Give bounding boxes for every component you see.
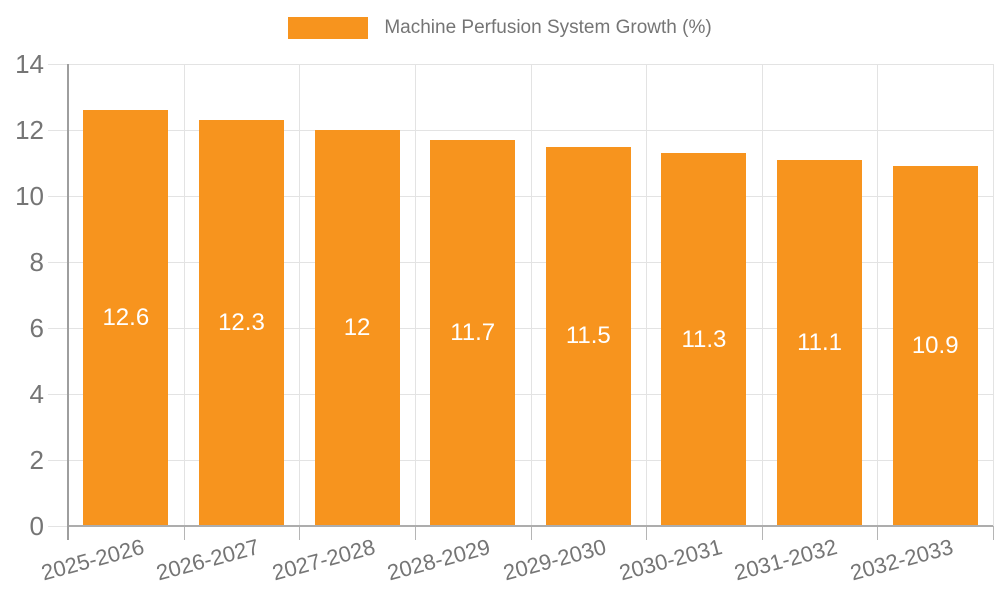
- gridline-horizontal: [48, 63, 993, 65]
- bar-value-label: 11.3: [681, 325, 727, 353]
- bar[interactable]: [314, 130, 400, 526]
- y-axis-tick-label: 2: [29, 445, 44, 475]
- gridline-horizontal: [48, 261, 993, 263]
- bar-value-label: 12: [343, 314, 371, 341]
- gridline-vertical: [761, 64, 763, 526]
- bar[interactable]: [430, 139, 516, 526]
- bar[interactable]: [777, 159, 863, 526]
- bar-value-label: 11.1: [797, 328, 843, 356]
- gridline-vertical: [299, 64, 301, 526]
- x-axis-baseline: [68, 525, 993, 527]
- x-axis-tick-mark: [646, 526, 648, 540]
- x-axis-tick-mark: [299, 526, 301, 540]
- gridline-vertical: [530, 64, 532, 526]
- gridline-horizontal: [48, 393, 993, 395]
- bar-value-label: 11.5: [565, 322, 611, 350]
- legend-swatch: [288, 17, 369, 39]
- y-axis-tick-label: 10: [15, 181, 44, 211]
- gridline-vertical: [183, 64, 185, 526]
- gridline-horizontal: [48, 327, 993, 329]
- x-axis-tick-mark: [761, 526, 763, 540]
- x-axis-tick-label: 2025-2026: [38, 534, 147, 586]
- gridline-vertical: [414, 64, 416, 526]
- bar[interactable]: [83, 110, 169, 526]
- x-axis-tick-label: 2026-2027: [153, 534, 262, 586]
- gridline-vertical: [646, 64, 648, 526]
- x-axis-tick-label: 2028-2029: [385, 534, 494, 586]
- y-axis-tick-label: 4: [29, 379, 44, 409]
- x-axis-tick-mark: [877, 526, 879, 540]
- y-axis-tick-label: 12: [15, 115, 44, 145]
- y-axis-tick-label: 8: [29, 247, 44, 277]
- x-axis-tick-label: 2032-2033: [847, 534, 956, 586]
- bar-value-label: 10.9: [911, 332, 959, 360]
- x-axis-tick-mark: [993, 526, 994, 540]
- gridline-vertical: [877, 64, 879, 526]
- bar[interactable]: [198, 120, 284, 526]
- bar-value-label: 12.3: [218, 309, 265, 337]
- x-axis-tick-label: 2030-2031: [616, 534, 725, 586]
- bar-value-label: 11.7: [450, 318, 496, 346]
- y-axis-tick-label: 6: [29, 313, 44, 343]
- legend[interactable]: Machine Perfusion System Growth (%): [0, 17, 1000, 39]
- y-axis-line: [67, 64, 69, 540]
- bar[interactable]: [661, 153, 747, 526]
- x-axis-tick-label: 2029-2030: [500, 534, 609, 586]
- x-axis-tick-mark: [183, 526, 185, 540]
- bar[interactable]: [545, 146, 631, 526]
- x-axis-tick-mark: [414, 526, 416, 540]
- y-axis-tick-label: 14: [15, 49, 44, 79]
- gridline-vertical: [993, 64, 994, 526]
- legend-label: Machine Perfusion System Growth (%): [384, 17, 712, 38]
- gridline-horizontal: [48, 195, 993, 197]
- x-axis-tick-label: 2031-2032: [731, 534, 841, 586]
- gridline-horizontal: [48, 459, 993, 461]
- y-axis-tick-label: 0: [29, 511, 44, 541]
- x-axis-tick-mark: [530, 526, 532, 540]
- bar-value-label: 12.6: [102, 304, 150, 332]
- gridline-horizontal: [48, 129, 993, 131]
- x-axis-tick-label: 2027-2028: [269, 534, 378, 586]
- bar[interactable]: [892, 166, 978, 526]
